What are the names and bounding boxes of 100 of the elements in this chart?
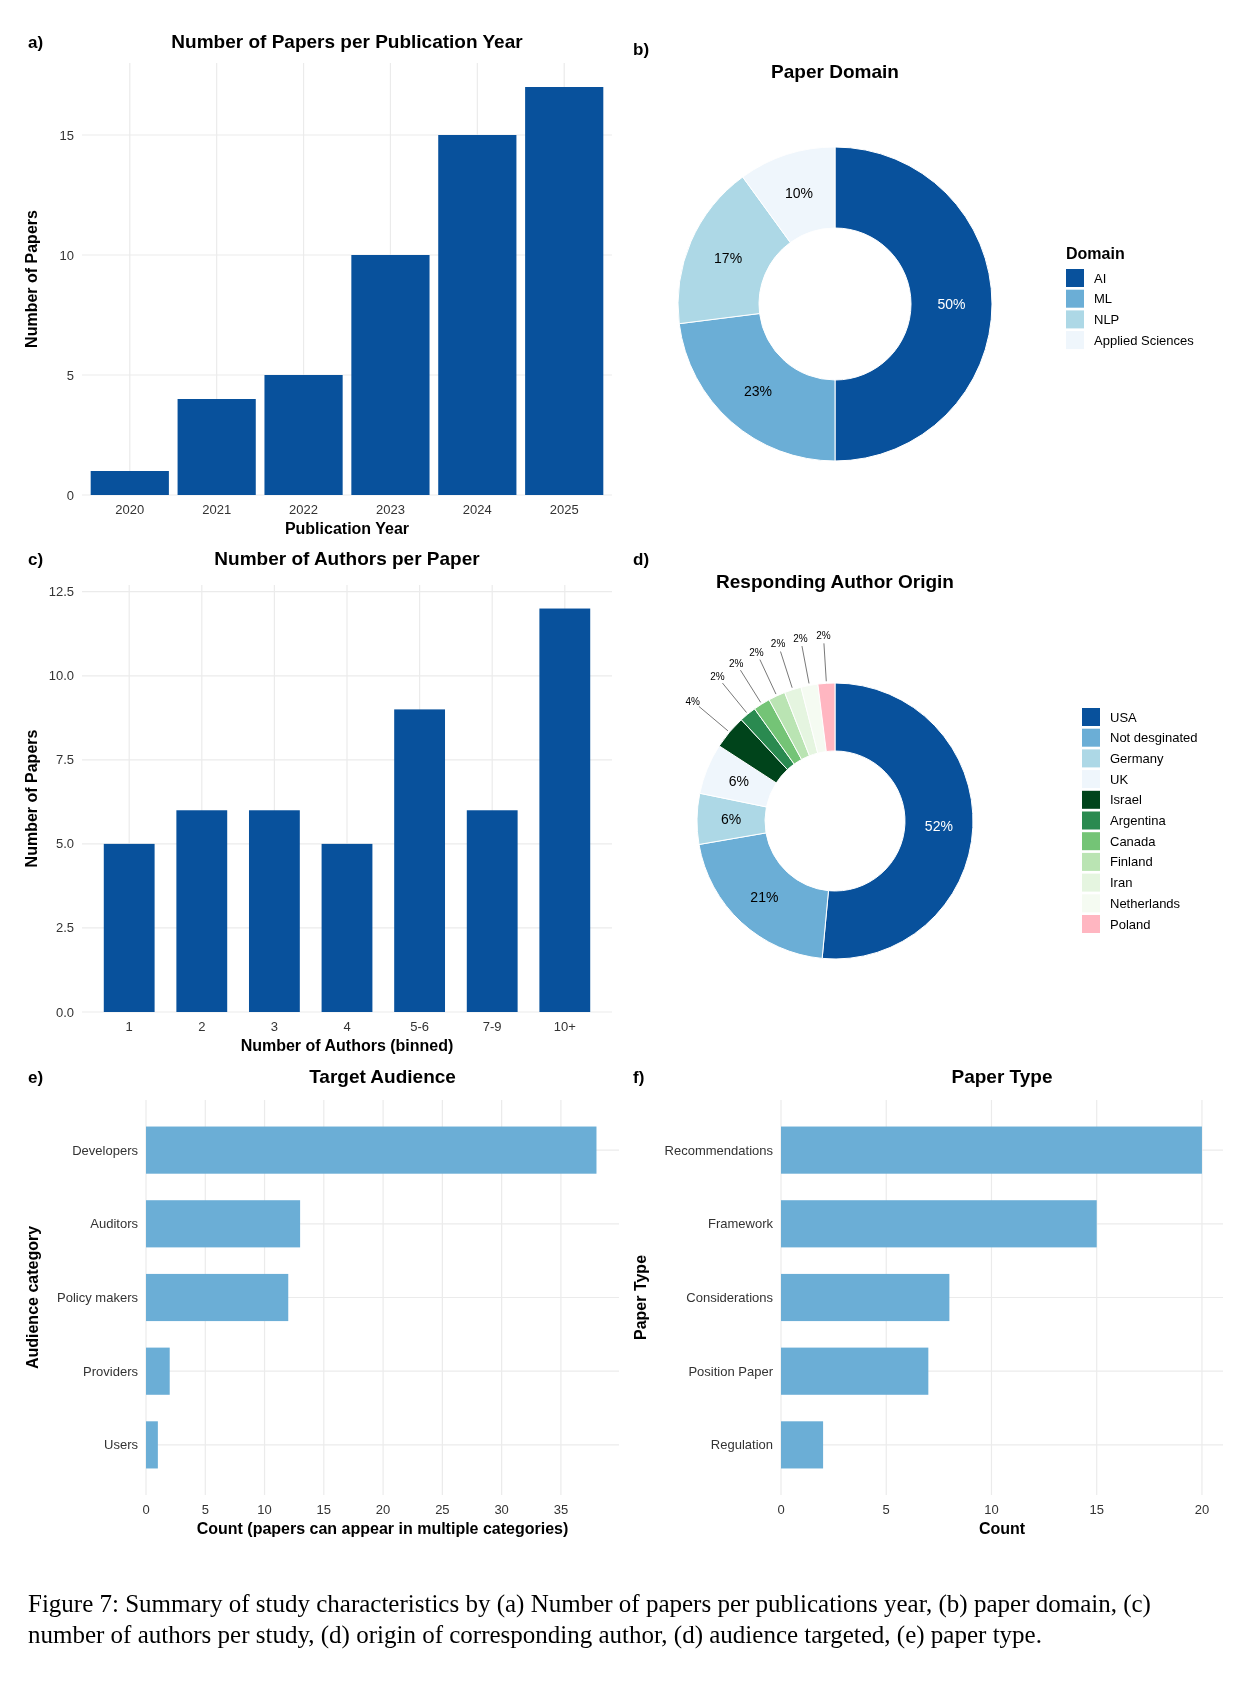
bar bbox=[146, 1347, 170, 1395]
bar bbox=[781, 1200, 1097, 1248]
bar bbox=[539, 608, 591, 1012]
y-axis-title: Audience category bbox=[24, 1225, 41, 1370]
y-tick-label: 15 bbox=[59, 127, 74, 143]
y-tick-label: Policy makers bbox=[57, 1290, 139, 1306]
legend-label: Israel bbox=[1110, 792, 1142, 808]
x-tick-label: 30 bbox=[494, 1502, 509, 1517]
x-tick-label: 15 bbox=[316, 1502, 332, 1517]
bar bbox=[146, 1273, 289, 1322]
x-tick-label: 0 bbox=[142, 1502, 150, 1517]
x-axis-title: Count bbox=[978, 1520, 1026, 1537]
bar bbox=[466, 810, 518, 1012]
text: d) bbox=[633, 550, 650, 569]
legend-label: Canada bbox=[1110, 833, 1157, 849]
text: c) bbox=[28, 550, 44, 569]
x-axis-title: Count (papers can appear in multiple categories) bbox=[196, 1520, 569, 1537]
x-tick-label: 10 bbox=[257, 1502, 272, 1517]
x-tick-label: 7-9 bbox=[482, 1019, 502, 1034]
legend-label: Netherlands bbox=[1110, 895, 1181, 911]
text: e) bbox=[28, 1068, 44, 1087]
bar bbox=[176, 810, 228, 1012]
bar bbox=[264, 375, 343, 495]
data-label: 2% bbox=[710, 671, 725, 683]
chart-title: Number of Authors per Paper bbox=[214, 548, 481, 569]
data-label: 2% bbox=[793, 632, 808, 644]
y-tick-label: Framework bbox=[707, 1216, 774, 1232]
x-tick-label: 5 bbox=[201, 1502, 209, 1517]
bar bbox=[781, 1347, 929, 1395]
x-tick-label: 4 bbox=[343, 1019, 351, 1034]
data-label: 50% bbox=[937, 295, 966, 312]
y-tick-label: 5 bbox=[66, 367, 74, 383]
y-axis-title: Number of Papers bbox=[23, 729, 40, 868]
bar bbox=[146, 1126, 597, 1174]
bar bbox=[103, 843, 155, 1012]
x-tick-label: 5 bbox=[882, 1502, 890, 1517]
x-tick-label: 0 bbox=[777, 1502, 785, 1517]
data-label: 21% bbox=[750, 889, 779, 906]
y-tick-label: Position Paper bbox=[688, 1363, 774, 1379]
data-label: 6% bbox=[720, 811, 742, 828]
legend-label: Finland bbox=[1110, 854, 1153, 870]
chart-title: Paper Domain bbox=[771, 61, 899, 82]
y-tick-label: 2.5 bbox=[55, 920, 74, 936]
chart-title: Target Audience bbox=[309, 1066, 456, 1087]
y-tick-label: 0.0 bbox=[55, 1004, 74, 1020]
x-tick-label: 25 bbox=[435, 1502, 450, 1517]
data-label: 52% bbox=[924, 817, 953, 834]
legend-label: Germany bbox=[1110, 750, 1164, 766]
x-tick-label: 10 bbox=[984, 1502, 999, 1517]
x-tick-label: 10+ bbox=[553, 1019, 576, 1034]
chart-title: Paper Type bbox=[951, 1066, 1053, 1087]
y-axis-title: Paper Type bbox=[632, 1254, 649, 1341]
x-tick-label: 3 bbox=[270, 1019, 279, 1034]
data-label: 6% bbox=[728, 773, 749, 790]
y-tick-label: Developers bbox=[72, 1142, 139, 1158]
data-label: 23% bbox=[743, 383, 772, 400]
x-tick-label: 5-6 bbox=[410, 1019, 429, 1034]
x-tick-label: 1 bbox=[125, 1019, 133, 1034]
bar bbox=[146, 1200, 301, 1248]
y-tick-label: Recommendations bbox=[664, 1142, 774, 1158]
legend-label: Poland bbox=[1110, 916, 1151, 932]
x-tick-label: 2021 bbox=[202, 502, 232, 517]
bar bbox=[248, 810, 300, 1012]
y-axis-title: Number of Papers bbox=[23, 209, 40, 348]
text: a) bbox=[28, 33, 44, 52]
legend-label: USA bbox=[1110, 709, 1138, 725]
bar bbox=[781, 1126, 1202, 1174]
text: f) bbox=[633, 1068, 645, 1087]
caption: Figure 7: Summary of study characteristics by (a) Number of papers per publications year, (b) paper domain, (c) number of authors per study, (d) origin of corresponding author, (d) audience targeted, (e) paper type. bbox=[28, 1589, 1152, 1650]
text: b) bbox=[633, 40, 650, 59]
y-tick-label: 12.5 bbox=[48, 584, 74, 600]
y-tick-label: Considerations bbox=[686, 1290, 774, 1306]
legend-label: Applied Sciences bbox=[1094, 332, 1195, 348]
bar bbox=[90, 471, 169, 495]
x-tick-label: 2 bbox=[198, 1019, 206, 1034]
bar bbox=[781, 1421, 824, 1469]
data-label: 10% bbox=[784, 185, 814, 202]
legend-label: Iran bbox=[1110, 875, 1133, 891]
bar bbox=[321, 843, 373, 1012]
data-label: 2% bbox=[749, 646, 764, 658]
data-label: 17% bbox=[714, 249, 743, 266]
data-label: 2% bbox=[816, 629, 831, 641]
chart-title: Number of Papers per Publication Year bbox=[171, 31, 524, 52]
legend-label: Argentina bbox=[1110, 813, 1167, 829]
data-label: 2% bbox=[728, 657, 744, 669]
legend-label: Not desginated bbox=[1110, 730, 1198, 746]
y-tick-label: Regulation bbox=[710, 1437, 773, 1453]
bar bbox=[146, 1421, 158, 1469]
y-tick-label: Auditors bbox=[90, 1216, 139, 1232]
x-tick-label: 2025 bbox=[549, 502, 579, 517]
y-tick-label: 10 bbox=[59, 247, 74, 263]
bar bbox=[781, 1273, 950, 1322]
x-tick-label: 2020 bbox=[115, 502, 145, 517]
legend-label: ML bbox=[1094, 291, 1113, 307]
bar bbox=[394, 709, 446, 1012]
y-tick-label: Providers bbox=[83, 1363, 139, 1379]
x-tick-label: 2024 bbox=[462, 502, 492, 517]
legend-label: AI bbox=[1094, 270, 1107, 286]
legend-title: Domain bbox=[1066, 245, 1125, 262]
legend-label: UK bbox=[1110, 771, 1129, 787]
